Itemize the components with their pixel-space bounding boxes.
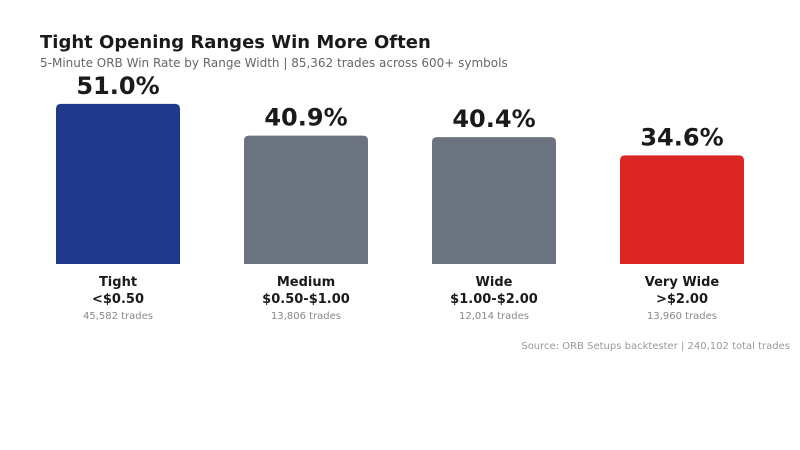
trade-count-label: 13,806 trades (271, 311, 341, 322)
bar-value-label: 40.9% (264, 104, 347, 132)
category-label: Very Wide (645, 275, 720, 290)
bar (432, 137, 556, 264)
trade-count-label: 45,582 trades (83, 311, 153, 322)
category-range-label: <$0.50 (92, 292, 144, 307)
bar (620, 155, 744, 264)
bar-value-label: 51.0% (76, 72, 159, 100)
bar-value-label: 40.4% (452, 105, 535, 133)
category-label: Tight (99, 275, 137, 290)
category-label: Wide (476, 275, 513, 290)
chart-subtitle: 5-Minute ORB Win Rate by Range Width | 8… (40, 56, 508, 70)
chart-title: Tight Opening Ranges Win More Often (40, 32, 431, 53)
category-range-label: $1.00-$2.00 (450, 292, 538, 307)
category-range-label: $0.50-$1.00 (262, 292, 350, 307)
trade-count-label: 13,960 trades (647, 311, 717, 322)
bar (56, 103, 180, 264)
category-range-label: >$2.00 (656, 292, 708, 307)
source-note: Source: ORB Setups backtester | 240,102 … (521, 341, 790, 352)
category-label: Medium (277, 275, 335, 290)
trade-count-label: 12,014 trades (459, 311, 529, 322)
bar (244, 135, 368, 264)
bar-value-label: 34.6% (640, 123, 723, 151)
